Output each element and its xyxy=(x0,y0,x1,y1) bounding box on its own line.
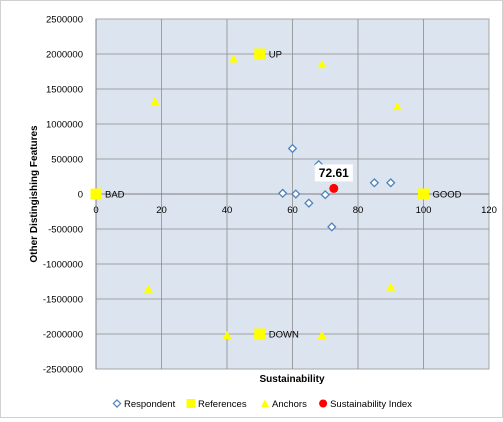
anchors-point xyxy=(143,284,153,293)
y-tick-label: 2500000 xyxy=(46,15,83,26)
data-label: 72.61 xyxy=(319,166,349,180)
y-axis-label: Other Distingishing Features xyxy=(29,125,40,263)
x-tick-label: 120 xyxy=(481,205,497,216)
sustainability-index-point xyxy=(329,183,339,193)
anchors-point xyxy=(222,330,232,339)
data-label-box xyxy=(314,164,353,182)
x-tick-label: 0 xyxy=(93,205,98,216)
y-tick-label: -500000 xyxy=(48,225,83,236)
x-tick-label: 20 xyxy=(156,205,167,216)
axis-ticks: 2500000 2000000 1500000 1000000 500000 0 -5000… xyxy=(43,15,497,376)
y-tick-label: 0 xyxy=(78,190,83,201)
x-tick-label: 100 xyxy=(416,205,432,216)
x-tick-label: 80 xyxy=(353,205,364,216)
legend-marker-anchors xyxy=(261,399,269,407)
x-axis-label: Sustainability xyxy=(259,374,324,385)
y-tick-label: 1000000 xyxy=(46,120,83,131)
point-label: GOOD xyxy=(433,190,462,201)
references-point xyxy=(418,188,429,200)
respondent-point xyxy=(386,178,396,188)
y-tick-label: -1000000 xyxy=(43,260,83,271)
legend-label: Respondent xyxy=(124,399,176,410)
y-tick-label: -2500000 xyxy=(43,365,83,376)
point-label: UP xyxy=(269,50,282,61)
legend-marker-references xyxy=(186,399,196,408)
legend-label: Anchors xyxy=(272,399,307,410)
y-tick-label: 500000 xyxy=(51,155,83,166)
respondent-point xyxy=(304,198,314,208)
legend-marker-sustainability-index xyxy=(319,399,328,408)
y-tick-label: -1500000 xyxy=(43,295,83,306)
anchors-point xyxy=(392,102,402,111)
respondent-point xyxy=(287,143,298,154)
legend-label: Sustainability Index xyxy=(330,399,412,410)
anchors-point xyxy=(317,330,327,339)
references-point xyxy=(254,328,266,340)
references-point xyxy=(254,48,266,60)
point-label: BAD xyxy=(105,190,125,201)
y-tick-label: -2000000 xyxy=(43,330,83,341)
y-tick-label: 2000000 xyxy=(46,50,83,61)
respondent-point xyxy=(320,189,330,200)
chart-marks: BAD GOOD UP DOWN 72.61 xyxy=(90,48,462,341)
respondent-point xyxy=(277,188,288,199)
anchors-point xyxy=(317,60,327,69)
anchors-point xyxy=(386,282,396,291)
legend: Respondent References Anchors Sustainabilit… xyxy=(112,399,412,410)
legend-label: References xyxy=(198,399,247,410)
x-tick-label: 40 xyxy=(222,205,233,216)
anchors-point xyxy=(229,54,239,63)
references-point xyxy=(90,188,102,200)
legend-marker-respondent xyxy=(112,399,122,408)
anchors-point xyxy=(150,97,160,106)
respondent-point xyxy=(369,178,380,188)
y-tick-label: 1500000 xyxy=(46,85,83,96)
respondent-point xyxy=(327,222,337,232)
point-label: DOWN xyxy=(269,330,299,341)
x-tick-label: 60 xyxy=(287,205,298,216)
respondent-point xyxy=(291,189,301,199)
